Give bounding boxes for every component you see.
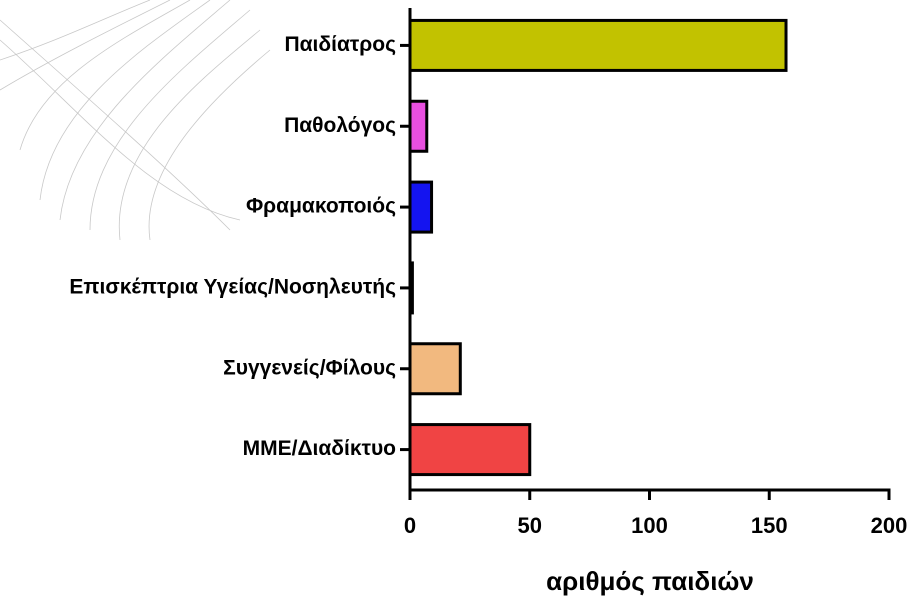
x-tick-label: 150 <box>751 513 788 538</box>
y-tick-label: Επισκέπτρια Υγείας/Νοσηλευτής <box>69 275 396 298</box>
bar <box>408 18 788 72</box>
y-tick-label: Παιδίατρος <box>284 33 396 56</box>
y-tick-label: ΜΜΕ/Διαδίκτυο <box>243 437 396 460</box>
x-tick-label: 100 <box>631 513 668 538</box>
x-tick-label: 0 <box>404 513 416 538</box>
x-tick-label: 200 <box>871 513 908 538</box>
x-tick-label: 50 <box>518 513 542 538</box>
background-decoration <box>0 0 271 241</box>
bar <box>408 423 532 477</box>
x-axis-title: αριθμός παιδιών <box>546 566 754 596</box>
bar <box>408 99 429 153</box>
bar <box>408 342 462 396</box>
y-tick-label: Παθολόγος <box>284 114 396 137</box>
bar <box>408 180 434 234</box>
y-tick-label: Συγγενείς/Φίλους <box>223 356 396 379</box>
y-tick-label: Φραμακοποιός <box>246 195 396 218</box>
